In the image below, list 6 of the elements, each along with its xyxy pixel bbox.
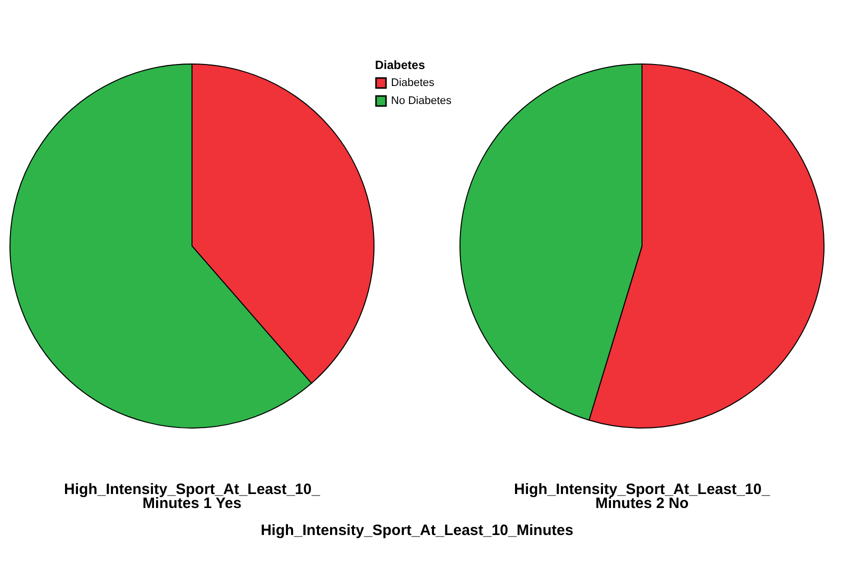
- text: High_Intensity_Sport_At_Least_10_ Minutes 1 Yes: [64, 481, 321, 512]
- text: High_Intensity_Sport_At_Least_10_Minutes: [260, 522, 574, 539]
- text: High_Intensity_Sport_At_Least_10_ Minutes 2 No: [514, 481, 771, 512]
- legend-label: No Diabetes: [391, 95, 452, 107]
- legend-title: Diabetes: [375, 58, 426, 72]
- legend-label: Diabetes: [391, 77, 435, 89]
